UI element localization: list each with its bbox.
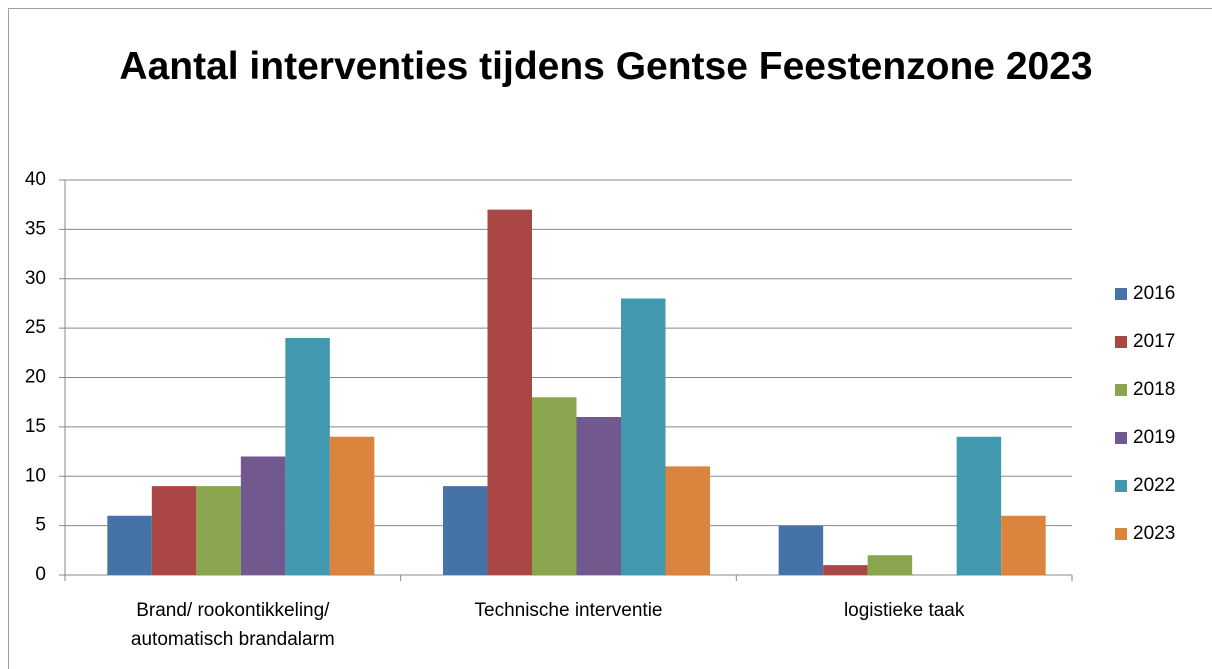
bar xyxy=(867,555,913,575)
bar xyxy=(285,338,330,575)
y-tick-label: 30 xyxy=(25,268,46,289)
bar xyxy=(778,525,824,575)
bar xyxy=(665,466,710,575)
legend-label: 2022 xyxy=(1133,475,1175,496)
legend-label: 2018 xyxy=(1133,379,1175,400)
bar xyxy=(956,436,1002,575)
bar xyxy=(196,486,241,575)
bar xyxy=(240,456,286,575)
legend-swatch xyxy=(1115,480,1127,492)
bar xyxy=(443,486,488,575)
y-tick-label: 35 xyxy=(25,218,46,239)
bar xyxy=(823,565,868,575)
bar xyxy=(532,397,577,575)
x-tick-label: logistieke taak xyxy=(843,600,965,621)
bar xyxy=(151,486,197,575)
y-tick-label: 20 xyxy=(25,367,46,388)
chart-title: Aantal interventies tijdens Gentse Feest… xyxy=(119,45,1093,88)
legend-swatch xyxy=(1115,528,1127,540)
bar xyxy=(487,209,532,575)
legend-label: 2017 xyxy=(1133,331,1175,352)
bar xyxy=(329,436,375,575)
legend-label: 2023 xyxy=(1133,523,1175,544)
x-tick-label: Brand/ rookontikkeling/ automatisch bran… xyxy=(130,600,335,650)
y-tick-label: 0 xyxy=(35,564,46,585)
legend-swatch xyxy=(1115,288,1127,300)
legend-swatch xyxy=(1115,384,1127,396)
legend-label: 2019 xyxy=(1133,427,1175,448)
bar xyxy=(621,298,666,575)
legend-swatch xyxy=(1115,432,1127,444)
x-tick-label: Technische interventie xyxy=(474,600,663,621)
y-tick-label: 15 xyxy=(25,416,46,437)
y-tick-label: 10 xyxy=(25,465,46,486)
bar xyxy=(576,417,621,575)
y-tick-label: 5 xyxy=(35,515,46,536)
frame xyxy=(8,8,1212,669)
bar xyxy=(107,515,152,575)
legend-label: 2016 xyxy=(1133,283,1175,304)
bar xyxy=(1001,515,1046,575)
y-tick-label: 40 xyxy=(25,169,46,190)
legend-swatch xyxy=(1115,336,1127,348)
y-tick-label: 25 xyxy=(25,317,46,338)
